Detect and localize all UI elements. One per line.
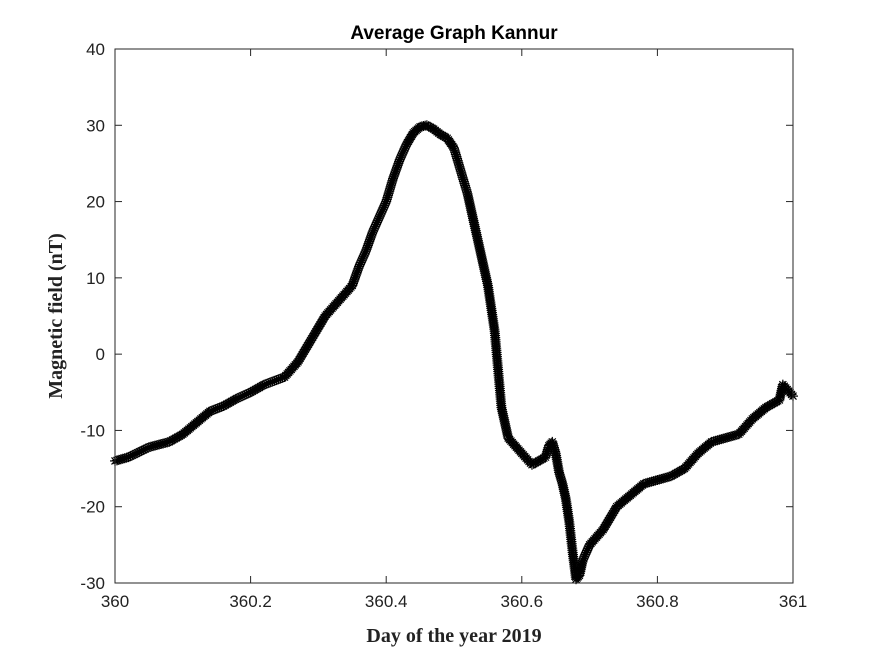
y-tick-label: 0 — [96, 345, 105, 364]
x-axis-label: Day of the year 2019 — [366, 625, 541, 647]
x-tick-label: 360 — [101, 592, 129, 611]
chart-title: Average Graph Kannur — [350, 23, 558, 44]
y-tick-label: 40 — [86, 40, 105, 59]
x-tick-label: 360.6 — [501, 592, 544, 611]
y-tick-label: -10 — [80, 421, 105, 440]
x-tick-label: 360.2 — [229, 592, 272, 611]
x-tick-label: 360.4 — [365, 592, 408, 611]
y-axis-ticks: 40 30 20 10 0 -10 -20 -30 — [80, 40, 793, 593]
y-tick-label: -30 — [80, 574, 105, 593]
y-axis-label: Magnetic field (nT) — [45, 233, 67, 399]
y-tick-label: 10 — [86, 269, 105, 288]
plot-area-frame — [114, 48, 794, 584]
x-axis-ticks: 360 360.2 360.4 360.6 360.8 361 — [101, 49, 807, 611]
data-markers — [110, 120, 798, 585]
x-tick-label: 360.8 — [636, 592, 679, 611]
y-tick-label: 30 — [86, 116, 105, 135]
x-tick-label: 361 — [779, 592, 807, 611]
y-tick-label: -20 — [80, 498, 105, 517]
y-tick-label: 20 — [86, 193, 105, 212]
